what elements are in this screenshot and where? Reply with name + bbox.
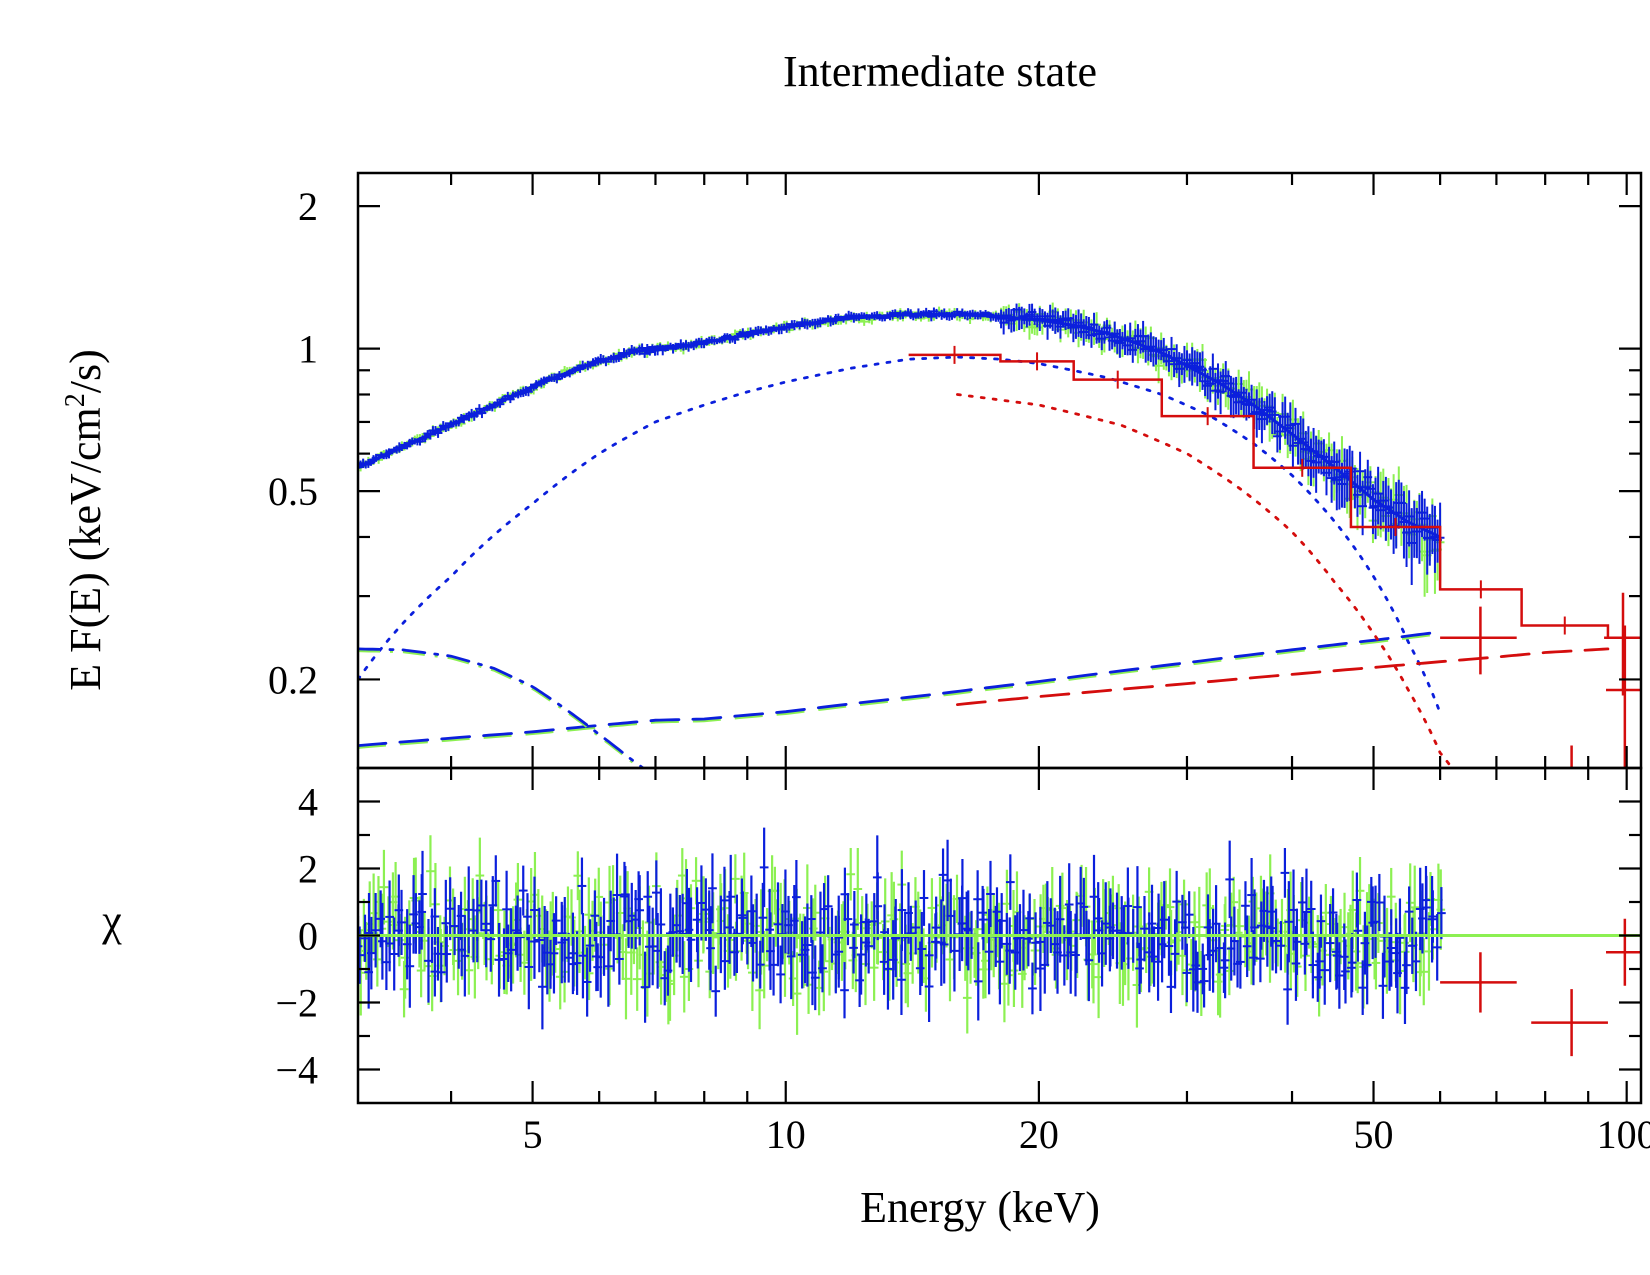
spectrum-red-crosses-point — [1604, 592, 1641, 696]
spectrum-panel-frame — [356, 171, 1643, 770]
y-tick-label-residual: 4 — [298, 780, 318, 825]
residual-red-crosses-point — [1440, 952, 1517, 1013]
spectrum-red-crosses-point — [1606, 625, 1641, 768]
x-axis-title: Energy (keV) — [860, 1183, 1100, 1232]
y-tick-label-spectrum: 2 — [298, 184, 318, 229]
x-tick-label: 20 — [1019, 1112, 1059, 1157]
residual-red-crosses-point — [1606, 918, 1641, 986]
y-tick-label-spectrum: 0.2 — [268, 657, 318, 702]
spectrum-blue-dash-dot-component — [358, 647, 646, 768]
spectrum-blue-dotted-component — [358, 355, 1442, 715]
y-tick-label-residual: 2 — [298, 847, 318, 892]
spectrum-red-crosses-point — [1570, 745, 1573, 768]
x-tick-label: 10 — [766, 1112, 806, 1157]
spectrum-plot-area — [358, 302, 1641, 768]
spectrum-green-dash-dot-component — [358, 649, 643, 768]
y-tick-label-spectrum: 1 — [298, 327, 318, 372]
spectrum-red-dotted-component — [956, 393, 1454, 768]
y-tick-label-residual: −2 — [275, 981, 318, 1026]
spectrum-blue-model-line — [358, 313, 1441, 539]
y-axis-title-spectrum: E F(E) (keV/cm2/s) — [60, 349, 110, 690]
x-tick-label: 5 — [523, 1112, 543, 1157]
y-tick-label-spectrum: 0.5 — [268, 469, 318, 514]
y-axis-title-residual: χ — [101, 896, 122, 945]
x-tick-label: 100 — [1597, 1112, 1650, 1157]
x-tick-label: 50 — [1354, 1112, 1394, 1157]
spectrum-blue-data — [358, 303, 1445, 585]
y-tick-label-residual: −4 — [275, 1048, 318, 1093]
spectrum-green-dashed-component — [358, 632, 1441, 749]
chart-title: Intermediate state — [783, 47, 1097, 96]
y-tick-label-residual: 0 — [298, 914, 318, 959]
residual-plot-area — [358, 827, 1641, 1057]
residual-red-crosses-point — [1531, 989, 1608, 1057]
spectrum-blue-dashed-component — [358, 630, 1442, 747]
spectrum-red-crosses-point — [1440, 606, 1517, 675]
spectrum-red-dashed-component — [956, 647, 1610, 706]
axes: 5 10 20 50 100 0.2 0.5 1 2 −4 −2 0 2 4 — [268, 173, 1650, 1157]
